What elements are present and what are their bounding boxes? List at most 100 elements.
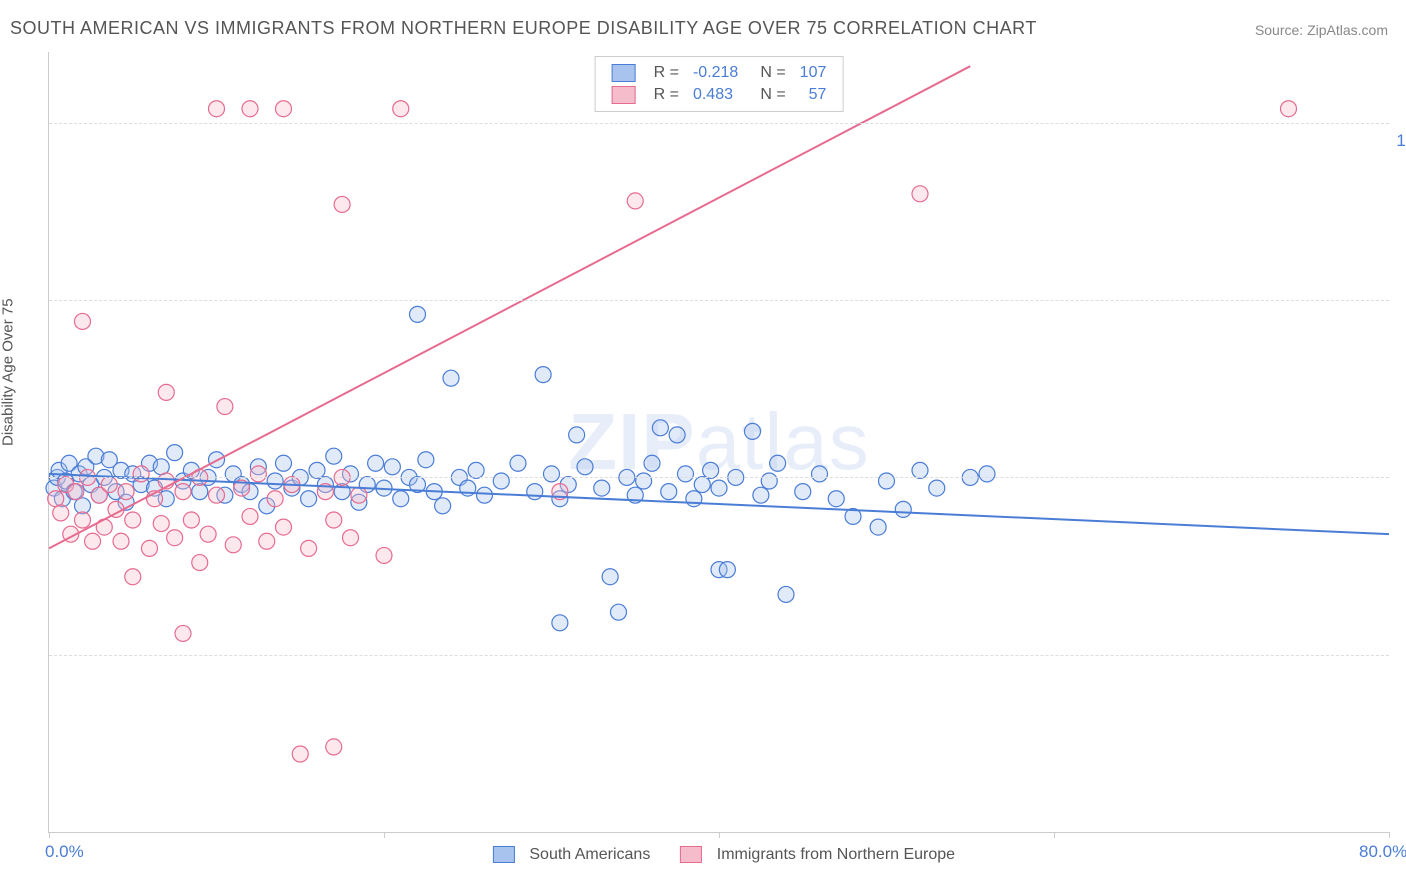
- data-point[interactable]: [435, 498, 451, 514]
- data-point[interactable]: [113, 533, 129, 549]
- data-point[interactable]: [552, 615, 568, 631]
- data-point[interactable]: [175, 484, 191, 500]
- data-point[interactable]: [167, 445, 183, 461]
- data-point[interactable]: [661, 484, 677, 500]
- data-point[interactable]: [719, 562, 735, 578]
- data-point[interactable]: [53, 505, 69, 521]
- data-point[interactable]: [686, 491, 702, 507]
- data-point[interactable]: [669, 427, 685, 443]
- data-point[interactable]: [242, 508, 258, 524]
- data-point[interactable]: [326, 512, 342, 528]
- data-point[interactable]: [711, 480, 727, 496]
- data-point[interactable]: [153, 516, 169, 532]
- data-point[interactable]: [812, 466, 828, 482]
- data-point[interactable]: [292, 746, 308, 762]
- data-point[interactable]: [443, 370, 459, 386]
- data-point[interactable]: [577, 459, 593, 475]
- source-link[interactable]: ZipAtlas.com: [1307, 22, 1388, 38]
- data-point[interactable]: [527, 484, 543, 500]
- data-point[interactable]: [393, 101, 409, 117]
- data-point[interactable]: [267, 491, 283, 507]
- series-legend-item[interactable]: Immigrants from Northern Europe: [670, 846, 955, 863]
- data-point[interactable]: [1281, 101, 1297, 117]
- data-point[interactable]: [142, 540, 158, 556]
- data-point[interactable]: [225, 537, 241, 553]
- data-point[interactable]: [118, 484, 134, 500]
- data-point[interactable]: [393, 491, 409, 507]
- data-point[interactable]: [770, 455, 786, 471]
- data-point[interactable]: [167, 530, 183, 546]
- data-point[interactable]: [209, 487, 225, 503]
- data-point[interactable]: [276, 455, 292, 471]
- data-point[interactable]: [85, 533, 101, 549]
- data-point[interactable]: [895, 501, 911, 517]
- data-point[interactable]: [636, 473, 652, 489]
- data-point[interactable]: [778, 586, 794, 602]
- data-point[interactable]: [510, 455, 526, 471]
- data-point[interactable]: [133, 466, 149, 482]
- data-point[interactable]: [493, 473, 509, 489]
- data-point[interactable]: [761, 473, 777, 489]
- data-point[interactable]: [627, 193, 643, 209]
- data-point[interactable]: [192, 555, 208, 571]
- data-point[interactable]: [753, 487, 769, 503]
- data-point[interactable]: [418, 452, 434, 468]
- data-point[interactable]: [301, 540, 317, 556]
- data-point[interactable]: [602, 569, 618, 585]
- data-point[interactable]: [644, 455, 660, 471]
- data-point[interactable]: [101, 477, 117, 493]
- data-point[interactable]: [267, 473, 283, 489]
- data-point[interactable]: [153, 459, 169, 475]
- data-point[interactable]: [301, 491, 317, 507]
- data-point[interactable]: [125, 512, 141, 528]
- data-point[interactable]: [468, 462, 484, 478]
- data-point[interactable]: [384, 459, 400, 475]
- data-point[interactable]: [979, 466, 995, 482]
- data-point[interactable]: [929, 480, 945, 496]
- data-point[interactable]: [376, 547, 392, 563]
- data-point[interactable]: [309, 462, 325, 478]
- data-point[interactable]: [535, 367, 551, 383]
- data-point[interactable]: [368, 455, 384, 471]
- data-point[interactable]: [678, 466, 694, 482]
- data-point[interactable]: [652, 420, 668, 436]
- data-point[interactable]: [158, 384, 174, 400]
- data-point[interactable]: [75, 313, 91, 329]
- data-point[interactable]: [48, 491, 64, 507]
- data-point[interactable]: [828, 491, 844, 507]
- data-point[interactable]: [544, 466, 560, 482]
- data-point[interactable]: [912, 462, 928, 478]
- data-point[interactable]: [343, 530, 359, 546]
- data-point[interactable]: [276, 101, 292, 117]
- data-point[interactable]: [209, 101, 225, 117]
- data-point[interactable]: [242, 101, 258, 117]
- data-point[interactable]: [703, 462, 719, 478]
- data-point[interactable]: [795, 484, 811, 500]
- data-point[interactable]: [912, 186, 928, 202]
- data-point[interactable]: [477, 487, 493, 503]
- data-point[interactable]: [694, 477, 710, 493]
- data-point[interactable]: [326, 739, 342, 755]
- data-point[interactable]: [250, 466, 266, 482]
- data-point[interactable]: [879, 473, 895, 489]
- data-point[interactable]: [334, 196, 350, 212]
- data-point[interactable]: [217, 399, 233, 415]
- data-point[interactable]: [410, 306, 426, 322]
- data-point[interactable]: [326, 448, 342, 464]
- data-point[interactable]: [125, 569, 141, 585]
- data-point[interactable]: [259, 533, 275, 549]
- data-point[interactable]: [351, 487, 367, 503]
- series-legend-item[interactable]: South Americans: [483, 846, 650, 863]
- x-tick-label: 80.0%: [1359, 842, 1406, 862]
- data-point[interactable]: [183, 512, 199, 528]
- data-point[interactable]: [200, 526, 216, 542]
- data-point[interactable]: [870, 519, 886, 535]
- data-point[interactable]: [175, 625, 191, 641]
- data-point[interactable]: [68, 484, 84, 500]
- data-point[interactable]: [75, 512, 91, 528]
- data-point[interactable]: [594, 480, 610, 496]
- data-point[interactable]: [611, 604, 627, 620]
- data-point[interactable]: [276, 519, 292, 535]
- data-point[interactable]: [745, 423, 761, 439]
- data-point[interactable]: [569, 427, 585, 443]
